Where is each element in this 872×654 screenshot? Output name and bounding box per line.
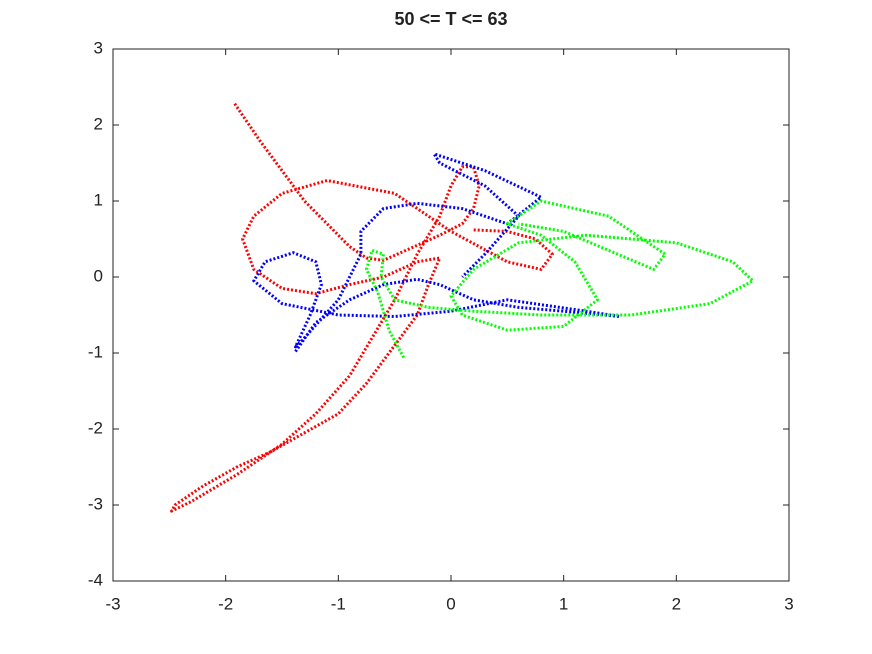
x-tick-label: 2 <box>672 594 681 613</box>
y-tick-label: -3 <box>88 494 103 513</box>
x-tick-label: 1 <box>559 594 568 613</box>
y-tick-label: 2 <box>94 114 103 133</box>
y-tick-label: -1 <box>88 342 103 361</box>
trajectory <box>252 152 622 353</box>
y-tick-label: -2 <box>88 418 103 437</box>
chart-title: 50 <= T <= 63 <box>394 9 507 29</box>
x-tick-label: -1 <box>331 594 346 613</box>
x-tick-label: 0 <box>446 594 455 613</box>
x-tick-label: -2 <box>218 594 233 613</box>
x-tick-label: -3 <box>105 594 120 613</box>
y-tick-label: 3 <box>94 38 103 57</box>
y-tick-label: 0 <box>94 266 103 285</box>
y-tick-label: -4 <box>88 570 103 589</box>
y-tick-label: 1 <box>94 190 103 209</box>
x-tick-label: 3 <box>784 594 793 613</box>
plot-frame <box>112 48 790 582</box>
